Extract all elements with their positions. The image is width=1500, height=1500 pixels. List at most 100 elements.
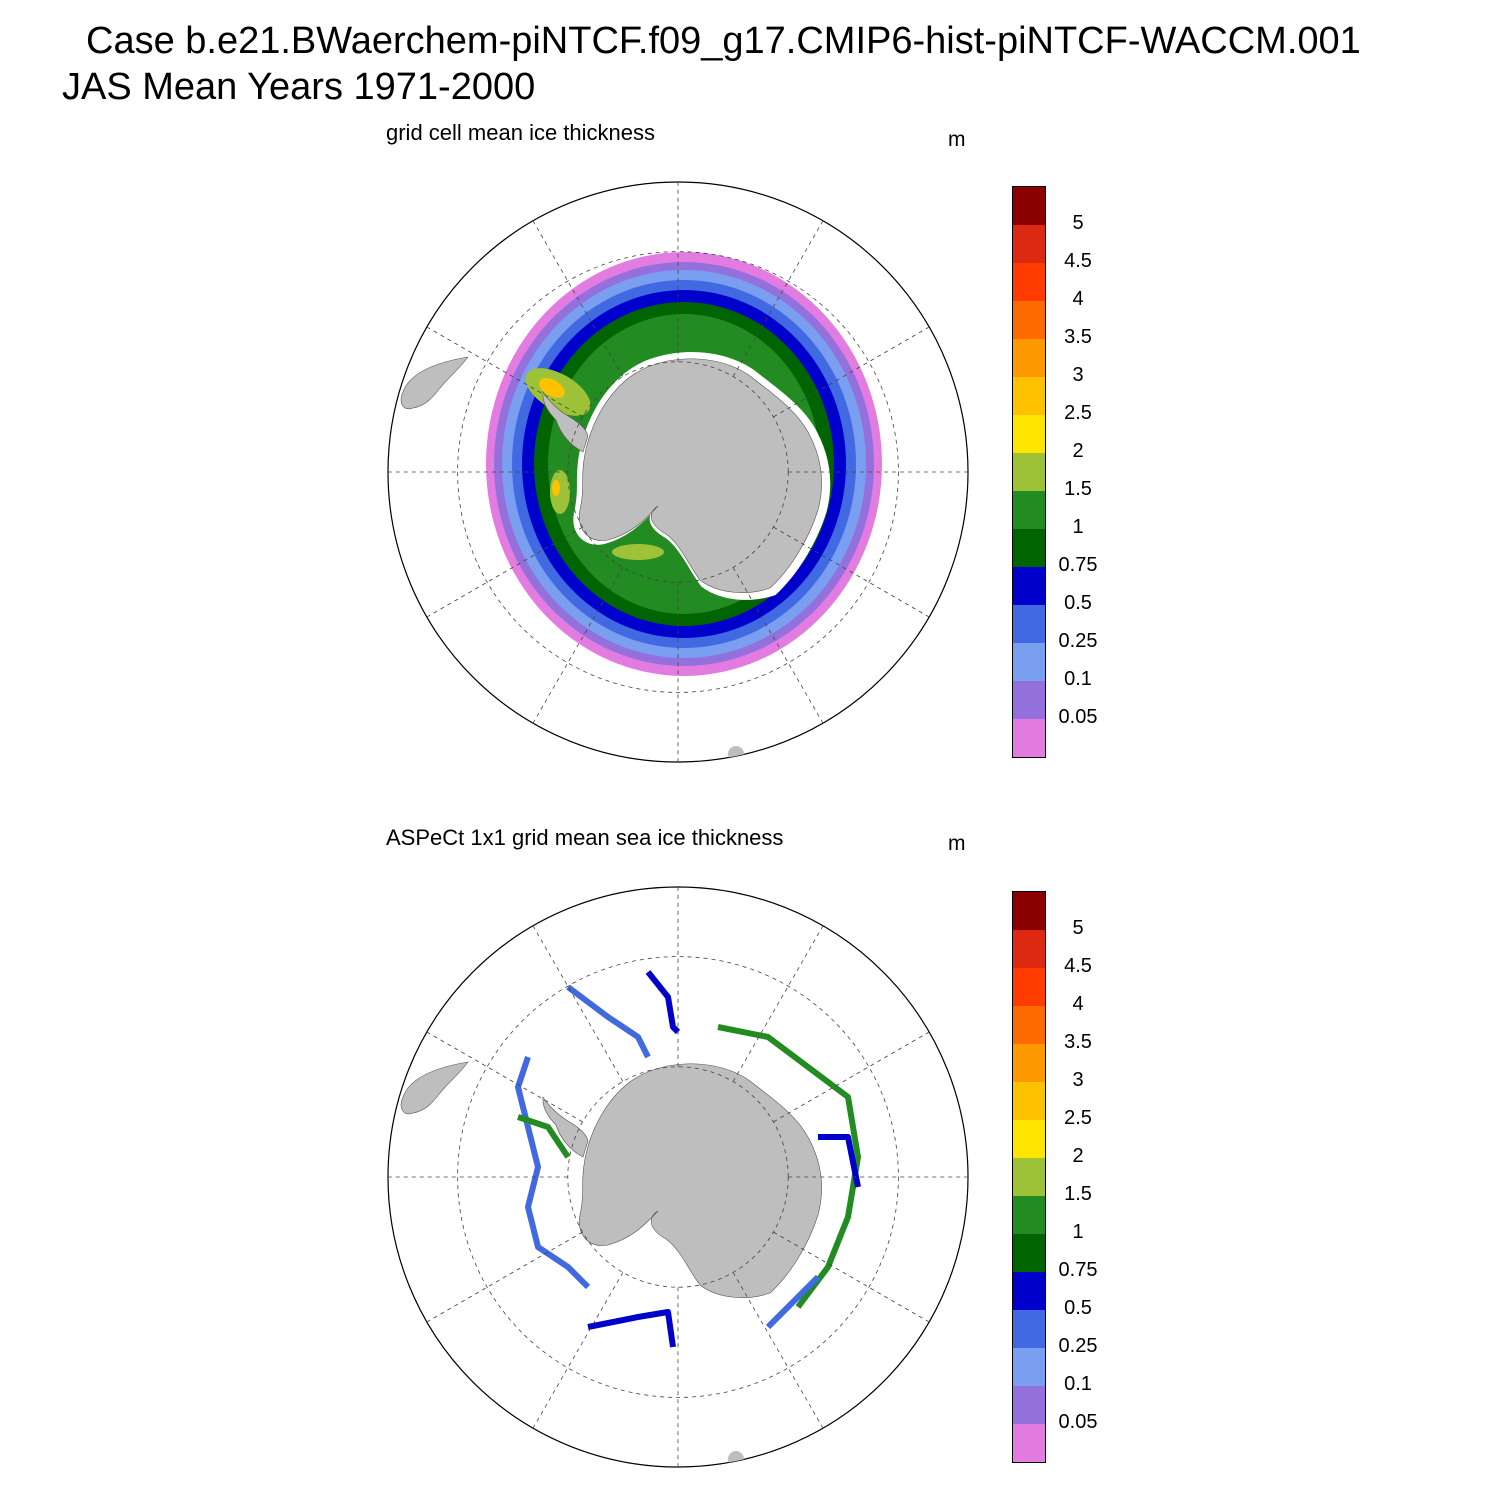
- meridian-line: [773, 326, 930, 418]
- panel1-title: grid cell mean ice thickness: [386, 120, 656, 145]
- colorbar-swatch: [1013, 1272, 1045, 1310]
- meridian-line: [773, 1231, 930, 1323]
- colorbar-swatch: [1013, 1044, 1045, 1082]
- colorbar-swatch: [1013, 415, 1045, 453]
- colorbar-swatch: [1013, 263, 1045, 301]
- colorbar-label: 3: [1072, 1069, 1084, 1091]
- colorbar-label: 1.5: [1064, 1183, 1092, 1205]
- colorbar-swatch: [1013, 892, 1045, 930]
- colorbar-swatch: [1013, 491, 1045, 529]
- colorbar-label: 3.5: [1064, 326, 1092, 348]
- colorbar-label: 4: [1072, 288, 1084, 310]
- ice-thickness-band: [539, 378, 565, 398]
- colorbar-swatch: [1013, 377, 1045, 415]
- meridian-line: [773, 526, 930, 618]
- ship-track: [645, 970, 681, 1035]
- colorbar-label: 2.5: [1064, 1107, 1092, 1129]
- colorbar-label: 4: [1072, 993, 1084, 1015]
- meridian-line: [732, 1272, 824, 1429]
- polar-map-2: [387, 886, 969, 1468]
- meridian-line: [426, 526, 583, 618]
- ice-thickness-band: [552, 480, 560, 496]
- meridian-line: [426, 1231, 583, 1323]
- colorbar-swatch: [1013, 968, 1045, 1006]
- colorbar-swatch: [1013, 1158, 1045, 1196]
- colorbar-2: [1012, 891, 1046, 1463]
- meridian-line: [532, 1272, 624, 1429]
- antarctica-land: [578, 358, 822, 593]
- colorbar-swatch: [1013, 567, 1045, 605]
- colorbar-swatch: [1013, 339, 1045, 377]
- meridian-line: [532, 220, 624, 377]
- colorbar-swatch: [1013, 1082, 1045, 1120]
- colorbar-swatch: [1013, 719, 1045, 757]
- island-land: [728, 746, 744, 762]
- colorbar-swatch: [1013, 187, 1045, 225]
- south-america-land: [400, 356, 469, 410]
- colorbar-label: 0.75: [1058, 554, 1098, 576]
- ship-track: [818, 1134, 861, 1188]
- colorbar-label: 5: [1072, 917, 1084, 939]
- colorbar-label: 2.5: [1064, 402, 1092, 424]
- latitude-circle: [457, 956, 899, 1398]
- colorbar-swatch: [1013, 681, 1045, 719]
- ice-thickness-band: [612, 544, 664, 560]
- meridian-line: [532, 925, 624, 1082]
- meridian-line: [732, 220, 824, 377]
- colorbar-swatch: [1013, 453, 1045, 491]
- colorbar-label: 5: [1072, 212, 1084, 234]
- ship-track: [517, 1114, 571, 1159]
- meridian-line: [773, 1031, 930, 1123]
- colorbar-swatch: [1013, 225, 1045, 263]
- colorbar-label: 1: [1072, 516, 1084, 538]
- ship-track: [765, 1274, 821, 1330]
- meridian-line: [426, 326, 583, 418]
- colorbar-swatch: [1013, 1120, 1045, 1158]
- colorbar-label: 0.5: [1064, 1297, 1092, 1319]
- colorbar-swatch: [1013, 643, 1045, 681]
- meridian-line: [732, 925, 824, 1082]
- ship-track: [587, 1309, 676, 1348]
- colorbar-swatch: [1013, 1234, 1045, 1272]
- colorbar-swatch: [1013, 1424, 1045, 1462]
- ship-track: [566, 984, 651, 1059]
- colorbar-swatch: [1013, 605, 1045, 643]
- meridian-line: [732, 567, 824, 724]
- colorbar-label: 2: [1072, 440, 1084, 462]
- colorbar-label: 0.1: [1064, 1373, 1092, 1395]
- colorbar-label: 3.5: [1064, 1031, 1092, 1053]
- colorbar-label: 0.05: [1058, 1411, 1098, 1433]
- polar-map-1: [387, 181, 969, 763]
- colorbar-label: 4.5: [1064, 250, 1092, 272]
- colorbar-swatch: [1013, 529, 1045, 567]
- island-land: [728, 1451, 744, 1467]
- colorbar-label: 1: [1072, 1221, 1084, 1243]
- colorbar-label: 3: [1072, 364, 1084, 386]
- colorbar-swatch: [1013, 1006, 1045, 1044]
- panel1-units: m: [948, 128, 966, 151]
- colorbar-label: 0.75: [1058, 1259, 1098, 1281]
- colorbar-swatch: [1013, 1386, 1045, 1424]
- colorbar-swatch: [1013, 1348, 1045, 1386]
- ship-track: [515, 1056, 591, 1290]
- colorbar-label: 0.05: [1058, 706, 1098, 728]
- colorbar-swatch: [1013, 1196, 1045, 1234]
- colorbar-label: 2: [1072, 1145, 1084, 1167]
- peninsula-land: [542, 391, 589, 453]
- panel2-title: ASPeCt 1x1 grid mean sea ice thickness: [386, 825, 784, 850]
- colorbar-swatch: [1013, 1310, 1045, 1348]
- colorbar-label: 0.1: [1064, 668, 1092, 690]
- peninsula-land: [542, 1096, 589, 1158]
- meridian-line: [532, 567, 624, 724]
- colorbar-label: 0.25: [1058, 630, 1098, 652]
- colorbar-swatch: [1013, 301, 1045, 339]
- antarctica-land: [578, 1063, 822, 1298]
- panel2-units: m: [948, 832, 966, 855]
- colorbar-1: [1012, 186, 1046, 758]
- colorbar-label: 0.5: [1064, 592, 1092, 614]
- meridian-line: [426, 1031, 583, 1123]
- latitude-circle: [457, 251, 899, 693]
- colorbar-label: 4.5: [1064, 955, 1092, 977]
- period-title: JAS Mean Years 1971-2000: [62, 66, 536, 108]
